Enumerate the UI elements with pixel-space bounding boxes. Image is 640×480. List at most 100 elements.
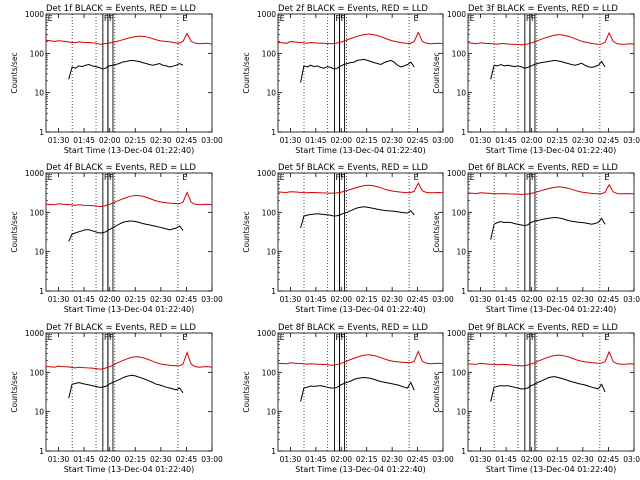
marker-label-F: F [531, 14, 536, 23]
y-tick-label: 100 [262, 368, 277, 377]
plot-frame [467, 332, 635, 452]
x-tick-label: 02:30 [150, 295, 172, 304]
y-axis-label: Counts/sec [242, 211, 251, 252]
plot-frame [467, 13, 635, 133]
y-tick-label: 100 [452, 368, 467, 377]
x-tick-label: 01:45 [305, 455, 327, 464]
marker-label-F: F [526, 14, 531, 23]
x-tick-label: 01:45 [73, 455, 95, 464]
x-axis-label: Start Time (13-Dec-04 01:22:40) [64, 465, 195, 474]
x-tick-label: 03:00 [623, 455, 640, 464]
series-lld [467, 31, 635, 46]
marker-label-E: E [48, 333, 53, 342]
marker-label-F: F [341, 333, 346, 342]
series-events [68, 374, 184, 399]
x-tick-label: 01:45 [495, 455, 517, 464]
series-events [68, 220, 184, 242]
series-events [300, 58, 415, 83]
panel-title: Det 9f BLACK = Events, RED = LLD [468, 323, 618, 333]
marker-label-F: F [526, 173, 531, 182]
plot-frame [45, 332, 213, 452]
x-tick-label: 02:30 [150, 136, 172, 145]
series-events [300, 206, 415, 229]
x-axis-label: Start Time (13-Dec-04 01:22:40) [295, 146, 426, 155]
panel-title: Det 4f BLACK = Events, RED = LLD [46, 163, 196, 173]
x-axis-label: Start Time (13-Dec-04 01:22:40) [486, 305, 617, 314]
marker-label-F: F [104, 173, 109, 182]
y-tick-label: 10 [456, 248, 466, 257]
x-tick-label: 02:45 [598, 455, 620, 464]
x-tick-label: 02:15 [546, 295, 568, 304]
y-tick-label: 10 [266, 408, 276, 417]
y-tick-label: 10 [34, 408, 44, 417]
x-tick-label: 03:00 [201, 136, 223, 145]
x-tick-label: 01:45 [495, 295, 517, 304]
y-axis-label: Counts/sec [242, 52, 251, 93]
x-tick-label: 02:45 [598, 295, 620, 304]
x-tick-label: 02:30 [572, 136, 594, 145]
x-tick-label: 03:00 [201, 455, 223, 464]
marker-label-F: F [109, 333, 114, 342]
marker-label-E: E [182, 173, 187, 182]
marker-label-E: E [280, 173, 285, 182]
series-lld [45, 32, 213, 45]
panel-title: Det 2f BLACK = Events, RED = LLD [278, 4, 428, 14]
marker-label-F: F [336, 173, 341, 182]
x-tick-label: 03:00 [432, 455, 454, 464]
x-tick-label: 03:00 [623, 136, 640, 145]
plot-frame [45, 13, 213, 133]
marker-label-E: E [280, 14, 285, 23]
marker-label-E: E [470, 333, 475, 342]
y-tick-label: 100 [30, 208, 45, 217]
series-events [300, 376, 415, 402]
panel-title: Det 8f BLACK = Events, RED = LLD [278, 323, 428, 333]
series-lld [467, 350, 635, 367]
y-tick-label: 10 [34, 89, 44, 98]
x-tick-label: 02:00 [521, 136, 543, 145]
x-tick-label: 02:45 [176, 455, 198, 464]
y-tick-label: 10 [456, 89, 466, 98]
x-tick-label: 01:30 [280, 455, 302, 464]
y-axis-label: Counts/sec [10, 211, 19, 252]
marker-label-E: E [182, 14, 187, 23]
marker-label-E: E [413, 333, 418, 342]
x-tick-label: 02:00 [99, 136, 121, 145]
marker-label-E: E [48, 14, 53, 23]
x-tick-label: 01:30 [470, 295, 492, 304]
x-tick-label: 02:45 [598, 136, 620, 145]
x-axis-label: Start Time (13-Dec-04 01:22:40) [64, 305, 195, 314]
marker-label-E: E [413, 14, 418, 23]
y-tick-label: 100 [262, 208, 277, 217]
x-tick-label: 02:15 [356, 295, 378, 304]
x-tick-label: 02:15 [356, 136, 378, 145]
x-tick-label: 02:30 [381, 136, 403, 145]
marker-label-F: F [341, 14, 346, 23]
x-tick-label: 02:15 [356, 455, 378, 464]
y-tick-label: 10 [456, 408, 466, 417]
x-tick-label: 02:00 [330, 136, 352, 145]
y-tick-label: 10 [266, 248, 276, 257]
series-lld [45, 191, 213, 208]
y-tick-label: 1 [271, 287, 276, 296]
marker-label-F: F [109, 14, 114, 23]
series-events [490, 59, 606, 80]
y-tick-label: 1 [461, 287, 466, 296]
panel-title: Det 6f BLACK = Events, RED = LLD [468, 163, 618, 173]
y-axis-label: Counts/sec [242, 371, 251, 412]
series-events [490, 376, 606, 402]
y-axis-label: Counts/sec [432, 371, 441, 412]
y-tick-label: 1000 [447, 10, 466, 19]
y-tick-label: 1 [271, 128, 276, 137]
y-tick-label: 100 [262, 49, 277, 58]
y-axis-label: Counts/sec [432, 52, 441, 93]
x-tick-label: 02:30 [381, 455, 403, 464]
y-tick-label: 1000 [257, 329, 276, 338]
x-tick-label: 01:30 [48, 295, 70, 304]
x-tick-label: 02:45 [407, 136, 429, 145]
marker-label-E: E [48, 173, 53, 182]
